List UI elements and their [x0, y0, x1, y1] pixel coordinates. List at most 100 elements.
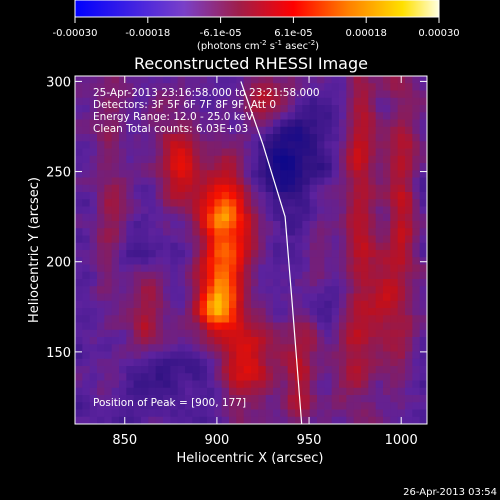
heatmap-cell: [97, 235, 105, 244]
heatmap-cell: [97, 308, 105, 316]
x-axis-ticks: 850 900 950 1000: [112, 76, 418, 448]
heatmap-cell: [405, 366, 413, 374]
heatmap-cell: [185, 366, 193, 374]
heatmap-cell: [368, 293, 377, 302]
heatmap-cell: [361, 148, 369, 157]
heatmap-cell: [390, 387, 399, 396]
heatmap-cell: [368, 358, 377, 367]
heatmap-cell: [265, 155, 274, 164]
heatmap-cell: [309, 373, 318, 381]
heatmap-cell: [177, 213, 186, 222]
heatmap-cell: [273, 329, 281, 338]
heatmap-cell: [251, 141, 259, 149]
heatmap-cell: [339, 112, 347, 120]
heatmap-cell: [185, 213, 193, 222]
heatmap-cell: [229, 344, 237, 352]
heatmap-cell: [280, 344, 289, 352]
heatmap-cell: [170, 315, 179, 323]
heatmap-cell: [258, 395, 267, 403]
heatmap-cell: [207, 206, 215, 215]
heatmap-cell: [339, 235, 347, 244]
heatmap-cell: [185, 228, 193, 236]
heatmap-cell: [214, 358, 223, 367]
heatmap-cell: [280, 409, 289, 418]
heatmap-cell: [390, 402, 399, 410]
heatmap-cell: [236, 315, 245, 323]
heatmap-cell: [177, 300, 186, 309]
heatmap-cell: [273, 264, 281, 273]
heatmap-cell: [155, 402, 164, 410]
heatmap-cell: [265, 199, 274, 207]
heatmap-cell: [192, 409, 201, 418]
heatmap-cell: [111, 119, 120, 128]
heatmap-cell: [119, 366, 127, 374]
heatmap-cell: [280, 199, 289, 207]
heatmap-cell: [155, 76, 164, 84]
heatmap-cell: [229, 90, 237, 99]
heatmap-cell: [177, 170, 186, 178]
heatmap-cell: [419, 250, 427, 258]
heatmap-cell: [199, 112, 208, 120]
heatmap-cell: [97, 83, 105, 91]
heatmap-cell: [75, 119, 83, 128]
heatmap-cell: [346, 402, 355, 410]
heatmap-cell: [133, 380, 142, 389]
heatmap-cell: [177, 358, 186, 367]
heatmap-cell: [324, 228, 333, 236]
heatmap-cell: [258, 308, 267, 316]
heatmap-cell: [346, 235, 355, 244]
heatmap-cell: [104, 90, 113, 99]
heatmap-cell: [405, 90, 413, 99]
heatmap-cell: [397, 257, 406, 265]
heatmap-cell: [148, 308, 157, 316]
heatmap-cell: [119, 184, 127, 193]
x-tick-label: 1000: [385, 433, 418, 448]
heatmap-cell: [251, 351, 259, 360]
heatmap-cell: [265, 416, 274, 424]
heatmap-cell: [177, 192, 186, 200]
heatmap-cell: [265, 366, 274, 374]
heatmap-cell: [214, 221, 223, 229]
heatmap-cell: [375, 170, 384, 178]
heatmap-cell: [155, 337, 164, 345]
heatmap-cell: [346, 264, 355, 273]
heatmap-cell: [111, 90, 120, 99]
heatmap-cell: [324, 322, 333, 331]
heatmap-cell: [192, 119, 201, 128]
heatmap-cell: [236, 416, 245, 424]
colorbar-ticks: -0.00030 -0.00018 -6.1e-05 6.1e-05 0.00018 0.…: [53, 17, 460, 39]
heatmap-cell: [199, 83, 208, 91]
heatmap-cell: [331, 177, 340, 186]
heatmap-cell: [375, 221, 384, 229]
heatmap-cell: [251, 134, 259, 142]
heatmap-cell: [82, 329, 91, 338]
heatmap-cell: [89, 242, 98, 251]
heatmap-cell: [163, 170, 171, 178]
heatmap-cell: [221, 416, 230, 424]
heatmap-cell: [302, 279, 311, 287]
heatmap-cell: [383, 402, 391, 410]
heatmap-cell: [243, 192, 252, 200]
heatmap-cell: [133, 184, 142, 193]
heatmap-cell: [199, 184, 208, 193]
heatmap-cell: [419, 213, 427, 222]
heatmap-cell: [317, 155, 325, 164]
annotation-clean-total: Clean Total counts: 6.03E+03: [93, 123, 248, 135]
heatmap-cell: [383, 416, 391, 424]
heatmap-cell: [258, 170, 267, 178]
heatmap-cell: [119, 119, 127, 128]
heatmap-cell: [177, 76, 186, 84]
heatmap-cell: [287, 97, 296, 106]
heatmap-cell: [273, 308, 281, 316]
heatmap-cell: [177, 279, 186, 287]
heatmap-cell: [207, 300, 215, 309]
heatmap-cell: [199, 250, 208, 258]
heatmap-cell: [412, 192, 421, 200]
heatmap-cell: [324, 119, 333, 128]
heatmap-cell: [243, 366, 252, 374]
heatmap-cell: [397, 380, 406, 389]
heatmap-cell: [390, 90, 399, 99]
heatmap-cell: [287, 264, 296, 273]
heatmap-cell: [170, 387, 179, 396]
heatmap-cell: [361, 409, 369, 418]
